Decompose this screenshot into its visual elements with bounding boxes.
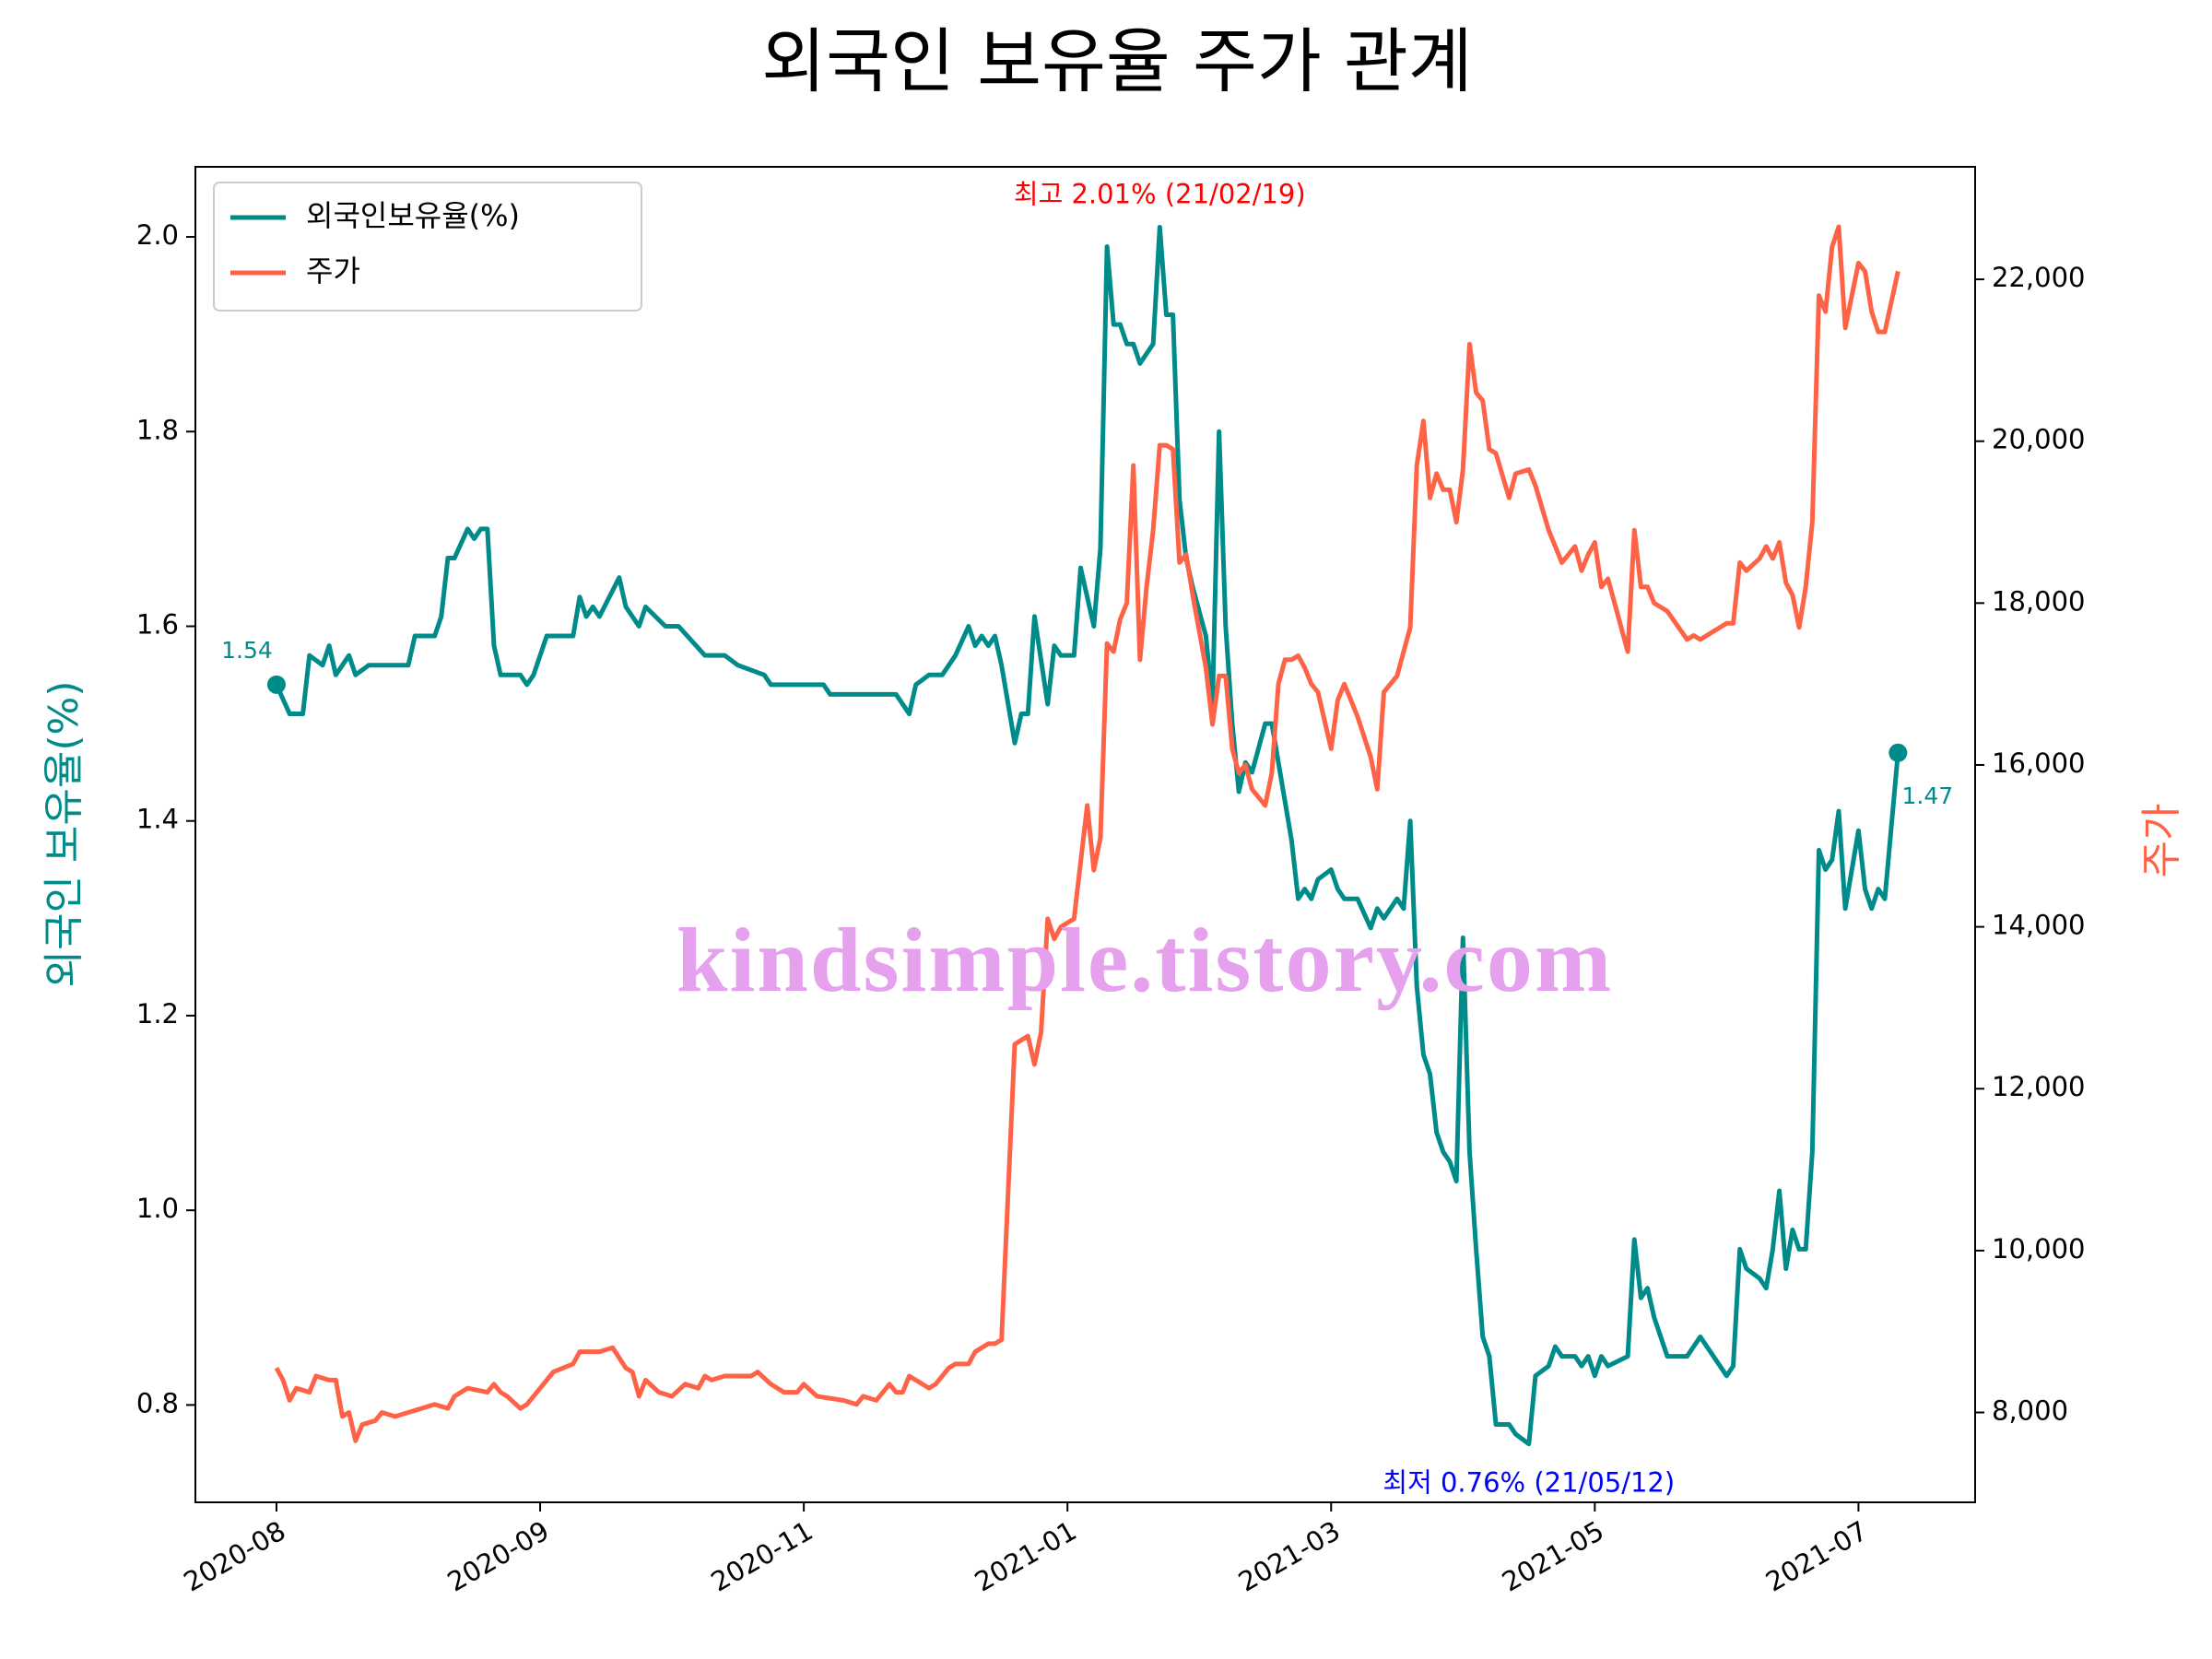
y2-tick-label: 20,000 (1992, 424, 2085, 455)
y2-axis-label: 주가 (2138, 804, 2185, 878)
max-label: 최고 2.01% (21/02/19) (1014, 178, 1306, 209)
y-axis-label: 외국인 보유율(%) (41, 680, 88, 987)
end-marker (1888, 743, 1908, 762)
legend: 외국인보유율(%) 주가 (213, 182, 642, 312)
y2-tick-label: 12,000 (1992, 1071, 2085, 1102)
legend-label: 외국인보유율(%) (306, 198, 520, 233)
series-line (274, 224, 1900, 1443)
end-label: 1.47 (1901, 782, 1953, 809)
y2-tick-label: 14,000 (1992, 910, 2085, 941)
start-label: 1.54 (221, 637, 273, 664)
y-tick-label: 2.0 (136, 219, 179, 251)
y-tick-label: 0.8 (136, 1387, 179, 1418)
y-tick-label: 1.6 (136, 608, 179, 640)
series-line (274, 224, 1900, 1447)
legend-box (213, 182, 642, 312)
min-label: 최저 0.76% (21/05/12) (1382, 1467, 1675, 1499)
y-tick-label: 1.8 (136, 414, 179, 445)
y-tick-label: 1.0 (136, 1193, 179, 1224)
chart-title: 외국인 보유율 주가 관계 (761, 20, 1473, 102)
watermark: kindsimple.tistory.com (677, 909, 1613, 1011)
y2-tick-label: 16,000 (1992, 747, 2085, 779)
y-tick-label: 1.4 (136, 804, 179, 835)
end-marker (266, 675, 286, 694)
y2-tick-label: 8,000 (1992, 1395, 2068, 1427)
y-tick-label: 1.2 (136, 998, 179, 1030)
y2-tick-label: 18,000 (1992, 585, 2085, 617)
y2-tick-label: 22,000 (1992, 262, 2085, 293)
y2-tick-label: 10,000 (1992, 1233, 2085, 1265)
plot-frame (194, 166, 1976, 1503)
legend-label: 주가 (306, 253, 360, 288)
